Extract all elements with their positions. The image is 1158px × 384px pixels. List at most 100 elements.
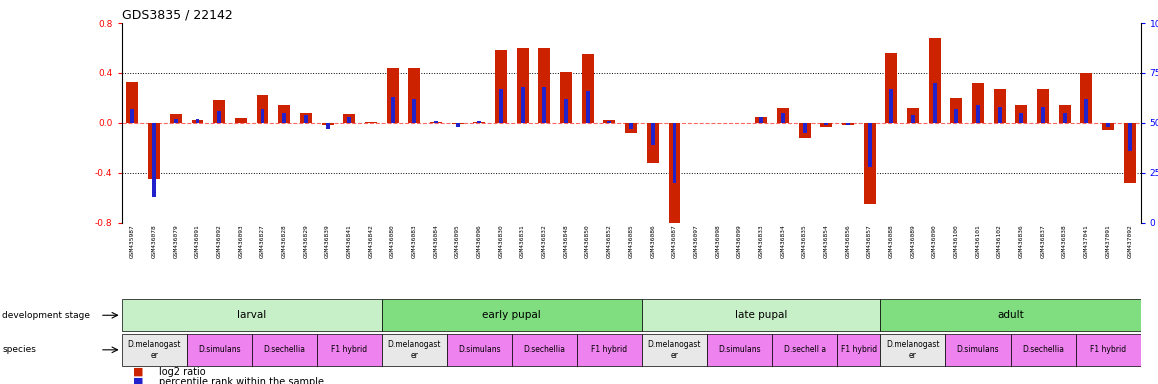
Bar xyxy=(1058,106,1071,123)
Text: GSM435987: GSM435987 xyxy=(130,224,135,258)
Bar xyxy=(447,334,512,366)
Bar xyxy=(945,334,1011,366)
Bar xyxy=(802,123,806,133)
Bar xyxy=(846,123,850,125)
Text: GSM436832: GSM436832 xyxy=(542,224,547,258)
Text: GSM436100: GSM436100 xyxy=(954,224,959,258)
Bar xyxy=(196,119,199,123)
Text: GSM436099: GSM436099 xyxy=(736,224,742,258)
Bar xyxy=(586,91,589,123)
Bar xyxy=(911,115,915,123)
Text: GSM436083: GSM436083 xyxy=(412,224,417,258)
Text: D.melanogast
er: D.melanogast er xyxy=(647,340,702,359)
Bar xyxy=(382,334,447,366)
Bar xyxy=(1019,113,1024,123)
Text: D.simulans: D.simulans xyxy=(198,345,241,354)
Bar xyxy=(499,89,503,123)
Bar xyxy=(456,123,460,127)
Text: ■: ■ xyxy=(133,377,144,384)
Text: development stage: development stage xyxy=(2,311,90,320)
Bar xyxy=(343,114,356,123)
Text: GSM436836: GSM436836 xyxy=(1019,224,1024,258)
Bar xyxy=(283,113,286,123)
Text: D.sechellia: D.sechellia xyxy=(263,345,306,354)
Text: GSM436827: GSM436827 xyxy=(261,224,265,258)
Text: adult: adult xyxy=(997,310,1024,320)
Text: GSM436839: GSM436839 xyxy=(325,224,330,258)
Text: larval: larval xyxy=(237,310,266,320)
Text: GSM436835: GSM436835 xyxy=(802,224,807,258)
Bar xyxy=(322,123,334,125)
Bar xyxy=(278,106,291,123)
Bar xyxy=(1011,334,1076,366)
Bar xyxy=(608,121,611,123)
Text: D.simulans: D.simulans xyxy=(718,345,761,354)
Text: GSM437092: GSM437092 xyxy=(1127,224,1133,258)
Text: GSM436098: GSM436098 xyxy=(716,224,720,258)
Bar xyxy=(477,121,482,123)
Bar xyxy=(889,89,893,123)
Bar xyxy=(708,334,772,366)
Bar xyxy=(886,53,897,123)
Bar xyxy=(1085,99,1089,123)
Bar xyxy=(951,98,962,123)
Bar xyxy=(191,121,204,123)
Text: F1 hybrid: F1 hybrid xyxy=(841,345,877,354)
Bar xyxy=(131,109,134,123)
Bar xyxy=(213,101,225,123)
Bar xyxy=(880,300,1141,331)
Bar xyxy=(1038,89,1049,123)
Text: GSM436838: GSM436838 xyxy=(1062,224,1068,258)
Bar xyxy=(1128,123,1131,151)
Bar xyxy=(842,123,853,125)
Text: GSM436084: GSM436084 xyxy=(433,224,439,258)
Text: GSM436096: GSM436096 xyxy=(477,224,482,258)
Bar xyxy=(170,114,182,123)
Text: GSM436091: GSM436091 xyxy=(195,224,200,258)
Bar xyxy=(777,108,789,123)
Bar xyxy=(325,123,330,129)
Bar xyxy=(317,334,382,366)
Bar xyxy=(629,123,633,129)
Bar xyxy=(603,121,615,123)
Bar xyxy=(1123,123,1136,183)
Bar xyxy=(126,82,139,123)
Text: log2 ratio: log2 ratio xyxy=(159,367,205,377)
Bar xyxy=(122,334,186,366)
Bar xyxy=(1080,73,1092,123)
Text: GSM436097: GSM436097 xyxy=(694,224,698,258)
Bar xyxy=(218,111,221,123)
Bar xyxy=(174,119,177,123)
Text: GSM437091: GSM437091 xyxy=(1106,224,1111,258)
Bar xyxy=(972,83,984,123)
Bar xyxy=(1016,106,1027,123)
Bar xyxy=(625,123,637,133)
Bar xyxy=(347,117,351,123)
Bar xyxy=(452,123,463,124)
Text: GSM436830: GSM436830 xyxy=(499,224,504,258)
Bar xyxy=(496,50,507,123)
Text: F1 hybrid: F1 hybrid xyxy=(1090,345,1127,354)
Bar xyxy=(560,72,572,123)
Text: GSM436085: GSM436085 xyxy=(629,224,633,258)
Bar xyxy=(1076,334,1141,366)
Text: percentile rank within the sample: percentile rank within the sample xyxy=(159,377,323,384)
Bar xyxy=(867,123,872,167)
Bar xyxy=(668,123,681,225)
Text: GDS3835 / 22142: GDS3835 / 22142 xyxy=(122,9,233,22)
Text: GSM436841: GSM436841 xyxy=(346,224,352,258)
Text: D.melanogast
er: D.melanogast er xyxy=(388,340,441,359)
Text: GSM436095: GSM436095 xyxy=(455,224,460,258)
Bar xyxy=(521,87,525,123)
Text: D.sechellia: D.sechellia xyxy=(523,345,565,354)
Text: D.sechellia: D.sechellia xyxy=(1023,345,1064,354)
Text: GSM436086: GSM436086 xyxy=(651,224,655,258)
Bar xyxy=(412,99,416,123)
Bar xyxy=(820,123,833,127)
Text: GSM436833: GSM436833 xyxy=(758,224,763,258)
Text: GSM436090: GSM436090 xyxy=(932,224,937,258)
Bar xyxy=(303,115,308,123)
Bar xyxy=(577,334,642,366)
Text: late pupal: late pupal xyxy=(735,310,787,320)
Text: F1 hybrid: F1 hybrid xyxy=(592,345,628,354)
